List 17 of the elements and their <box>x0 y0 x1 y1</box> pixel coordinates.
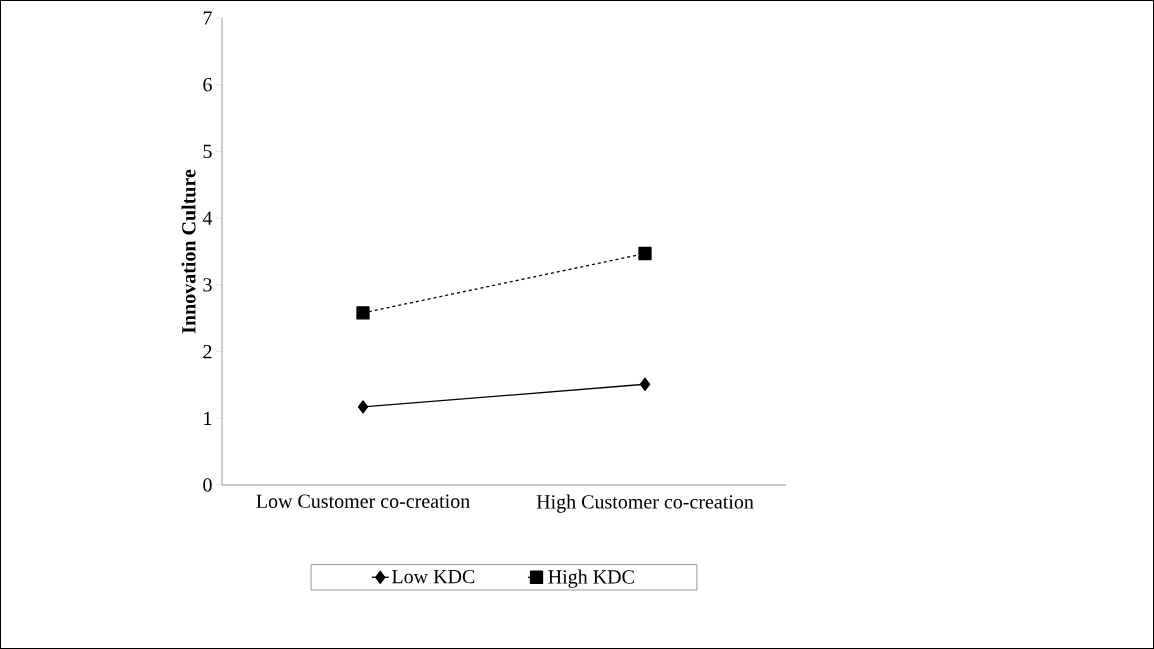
y-tick-label: 0 <box>203 478 212 492</box>
x-tick-label: Low Customer co-creation <box>256 494 470 508</box>
legend-label: Low KDC <box>392 569 475 584</box>
legend-label: High KDC <box>548 569 634 588</box>
point <box>639 377 651 391</box>
y-tick-label: 3 <box>203 278 212 292</box>
point <box>356 306 370 320</box>
y-tick-label: 5 <box>203 144 212 159</box>
x-tick-label: High Customer co-creation <box>536 494 754 513</box>
y-tick-label: 2 <box>203 344 212 359</box>
y-tick-label: 6 <box>203 78 212 92</box>
point <box>357 400 369 414</box>
y-axis-title: Innovation Culture <box>181 169 196 334</box>
y-tick-label: 7 <box>203 11 212 25</box>
point <box>638 246 652 261</box>
y-tick-label: 4 <box>202 211 213 225</box>
y-tick-label: 1 <box>204 411 212 425</box>
